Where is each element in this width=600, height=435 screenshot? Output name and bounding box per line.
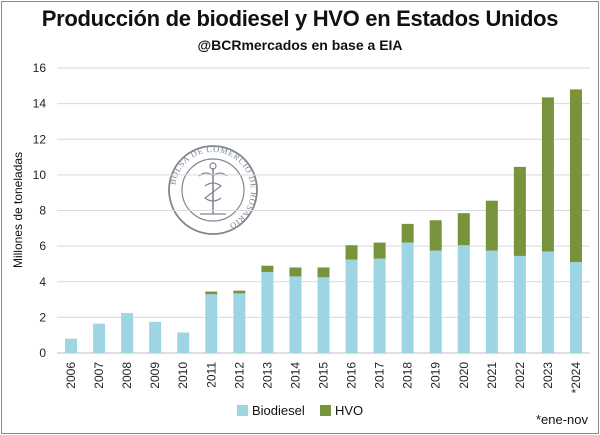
bar-hvo-2011 <box>205 291 218 295</box>
x-tick-label: 2011 <box>204 362 218 388</box>
x-tick-label: 2014 <box>288 362 302 389</box>
legend-label-hvo: HVO <box>335 403 363 418</box>
bar-biodiesel-2010 <box>177 332 190 353</box>
bar-biodiesel-2006 <box>65 338 78 353</box>
bar-hvo-2019 <box>429 220 442 251</box>
x-tick-label: 2010 <box>176 362 190 389</box>
bar-biodiesel-2021 <box>485 250 498 353</box>
x-tick-label: *2024 <box>569 362 583 394</box>
y-tick-label: 4 <box>39 275 46 289</box>
legend-swatch-biodiesel <box>237 405 248 416</box>
x-tick-label: 2007 <box>92 362 106 389</box>
bar-hvo-2020 <box>457 213 470 246</box>
bar-hvo-2021 <box>485 200 498 251</box>
x-tick-label: 2008 <box>120 362 134 389</box>
x-tick-label: 2021 <box>485 362 499 389</box>
grid-lines <box>57 67 590 354</box>
x-tick-label: 2012 <box>232 362 246 389</box>
bar-hvo-2023 <box>541 97 554 252</box>
chart-title: Producción de biodiesel y HVO en Estados… <box>41 6 559 31</box>
x-tick-label: 2013 <box>260 362 274 389</box>
bar-biodiesel-2023 <box>541 251 554 353</box>
x-tick-label: 2015 <box>317 362 331 389</box>
y-tick-label: 8 <box>39 204 46 218</box>
watermark-seal: BOLSA DE COMERCIO DE ROSARIO <box>167 144 258 235</box>
x-tick-label: 2023 <box>541 362 555 389</box>
bar-hvo-2016 <box>345 245 358 260</box>
bars <box>65 89 582 353</box>
bar-hvo-2024 <box>569 89 582 263</box>
y-tick-label: 16 <box>33 61 47 75</box>
bar-biodiesel-2012 <box>233 293 246 353</box>
x-tick-label: 2020 <box>457 362 471 389</box>
x-tick-label: 2016 <box>345 362 359 389</box>
bar-biodiesel-2020 <box>457 245 470 353</box>
bar-hvo-2013 <box>261 265 274 272</box>
bar-biodiesel-2008 <box>121 312 134 353</box>
x-tick-label: 2009 <box>148 362 162 389</box>
bar-biodiesel-2019 <box>429 250 442 353</box>
bar-biodiesel-2018 <box>401 242 414 353</box>
y-axis-label: Millones de toneladas <box>11 152 25 268</box>
x-tick-label: 2006 <box>64 362 78 389</box>
y-tick-label: 0 <box>39 346 46 360</box>
bar-biodiesel-2024 <box>569 262 582 353</box>
x-tick-label: 2017 <box>373 362 387 389</box>
legend: Biodiesel HVO <box>237 403 363 418</box>
y-tick-label: 10 <box>33 168 47 182</box>
bar-biodiesel-2022 <box>513 255 526 353</box>
bar-hvo-2017 <box>373 242 386 259</box>
y-tick-label: 6 <box>39 239 46 253</box>
chart-subtitle: @BCRmercados en base a EIA <box>197 37 403 53</box>
bar-biodiesel-2016 <box>345 259 358 353</box>
footnote: *ene-nov <box>535 412 588 427</box>
bar-hvo-2018 <box>401 223 414 243</box>
y-tick-label: 2 <box>39 310 46 324</box>
legend-swatch-hvo <box>320 405 331 416</box>
bar-biodiesel-2009 <box>149 321 162 353</box>
bar-biodiesel-2013 <box>261 271 274 353</box>
y-axis-ticks: 0 2 4 6 8 10 12 14 16 <box>33 61 47 360</box>
bar-hvo-2012 <box>233 290 246 294</box>
bar-biodiesel-2014 <box>289 276 302 353</box>
bar-biodiesel-2017 <box>373 258 386 353</box>
x-axis-ticks: 2006 2007 2008 2009 2010 2011 2012 2013 2014 2015… <box>64 362 583 394</box>
y-tick-label: 14 <box>33 97 47 111</box>
legend-label-biodiesel: Biodiesel <box>252 403 305 418</box>
bar-hvo-2022 <box>513 166 526 256</box>
x-tick-label: 2022 <box>513 362 527 389</box>
bar-biodiesel-2011 <box>205 294 218 353</box>
bar-biodiesel-2007 <box>93 323 106 353</box>
bar-hvo-2014 <box>289 267 302 277</box>
x-tick-label: 2018 <box>401 362 415 389</box>
x-tick-label: 2019 <box>429 362 443 389</box>
bar-hvo-2015 <box>317 267 330 278</box>
bar-biodiesel-2015 <box>317 277 330 353</box>
y-tick-label: 12 <box>33 132 47 146</box>
